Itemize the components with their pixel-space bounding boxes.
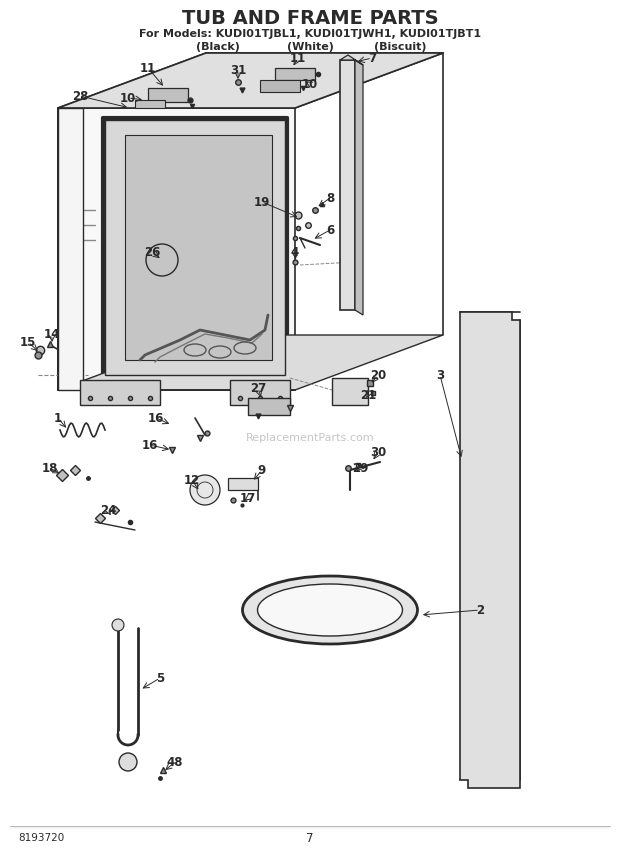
Text: 11: 11 <box>290 51 306 64</box>
Polygon shape <box>340 55 363 65</box>
Polygon shape <box>248 398 290 415</box>
Text: 11: 11 <box>140 62 156 74</box>
Polygon shape <box>260 80 300 92</box>
Text: (White): (White) <box>286 42 334 52</box>
Text: 21: 21 <box>360 389 376 401</box>
Text: 24: 24 <box>100 503 116 516</box>
Polygon shape <box>58 53 443 108</box>
Text: (Black): (Black) <box>196 42 240 52</box>
Text: 31: 31 <box>230 63 246 76</box>
Text: 4: 4 <box>291 246 299 259</box>
Polygon shape <box>58 335 443 390</box>
Text: ReplacementParts.com: ReplacementParts.com <box>246 433 374 443</box>
Text: 8193720: 8193720 <box>18 833 64 843</box>
Text: 10: 10 <box>302 78 318 91</box>
Text: 9: 9 <box>258 463 266 477</box>
Polygon shape <box>135 100 165 108</box>
Polygon shape <box>105 120 285 375</box>
Text: 14: 14 <box>44 329 60 342</box>
Text: 29: 29 <box>352 461 368 474</box>
Text: 19: 19 <box>254 195 270 209</box>
Polygon shape <box>340 60 355 310</box>
Text: 27: 27 <box>250 382 266 395</box>
Polygon shape <box>460 312 520 788</box>
Text: 30: 30 <box>370 445 386 459</box>
Text: 12: 12 <box>184 473 200 486</box>
Polygon shape <box>125 135 272 360</box>
Text: 7: 7 <box>306 831 314 845</box>
Polygon shape <box>58 108 83 390</box>
Text: 28: 28 <box>72 90 88 103</box>
Text: 18: 18 <box>42 461 58 474</box>
Text: 16: 16 <box>148 412 164 425</box>
Text: 10: 10 <box>120 92 136 104</box>
Text: 16: 16 <box>142 438 158 451</box>
Polygon shape <box>58 53 206 390</box>
Text: TUB AND FRAME PARTS: TUB AND FRAME PARTS <box>182 9 438 27</box>
Text: 20: 20 <box>370 368 386 382</box>
Polygon shape <box>148 88 188 102</box>
Polygon shape <box>58 108 295 390</box>
Polygon shape <box>80 380 160 405</box>
Polygon shape <box>275 68 315 80</box>
Polygon shape <box>355 60 363 315</box>
Ellipse shape <box>242 576 417 644</box>
Text: 3: 3 <box>436 368 444 382</box>
Circle shape <box>119 753 137 771</box>
Polygon shape <box>332 378 368 405</box>
Text: 1: 1 <box>54 412 62 425</box>
Ellipse shape <box>257 584 402 636</box>
Text: For Models: KUDI01TJBL1, KUDI01TJWH1, KUDI01TJBT1: For Models: KUDI01TJBL1, KUDI01TJWH1, KU… <box>139 29 481 39</box>
Circle shape <box>112 619 124 631</box>
Text: 6: 6 <box>326 223 334 236</box>
Text: 15: 15 <box>20 336 36 348</box>
Text: 48: 48 <box>167 756 184 769</box>
Text: 7: 7 <box>368 51 376 64</box>
Circle shape <box>190 475 220 505</box>
Polygon shape <box>230 380 290 405</box>
Text: 26: 26 <box>144 246 160 259</box>
Text: 8: 8 <box>326 192 334 205</box>
Polygon shape <box>228 478 258 490</box>
Text: 2: 2 <box>476 603 484 616</box>
Text: 5: 5 <box>156 671 164 685</box>
Text: (Biscuit): (Biscuit) <box>374 42 427 52</box>
Text: 17: 17 <box>240 491 256 504</box>
